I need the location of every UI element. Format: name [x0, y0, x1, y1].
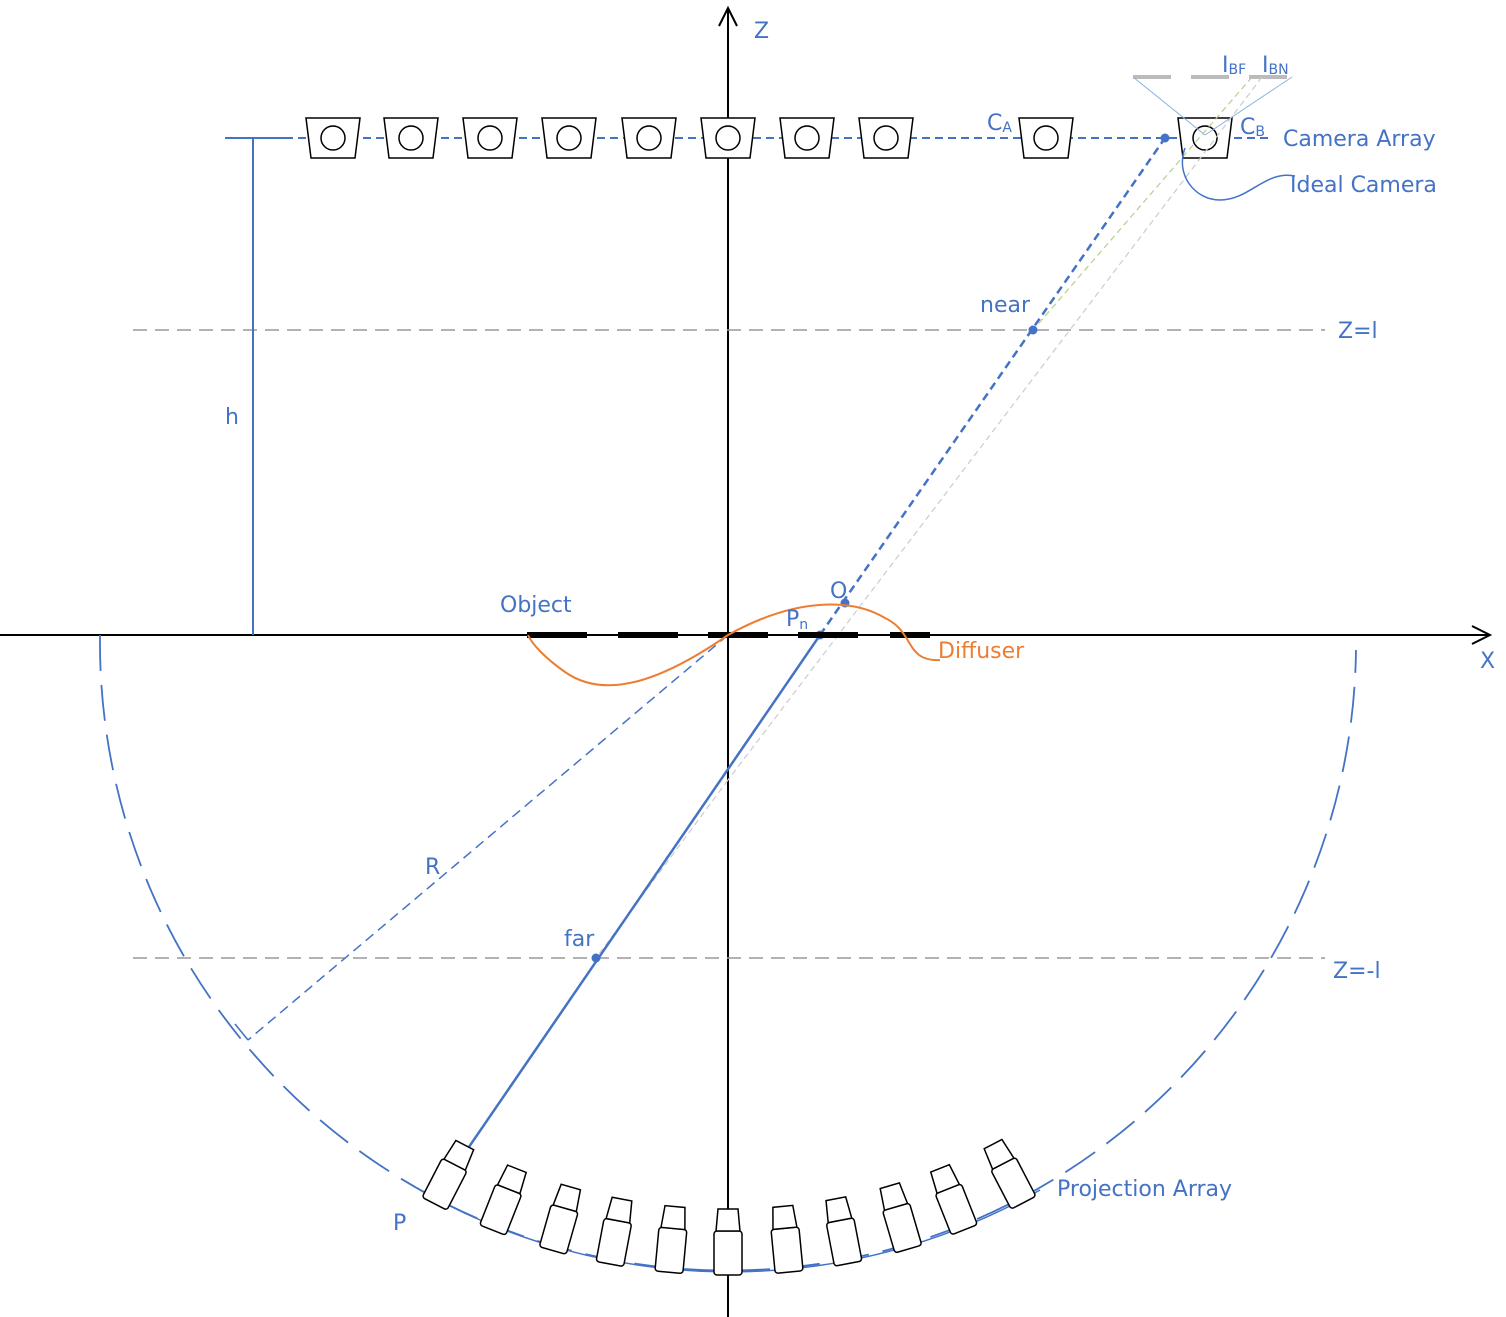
camera-lens: [556, 125, 582, 151]
ray-bf: [727, 76, 1263, 781]
projector: [713, 1208, 743, 1276]
ibf-label: IBF: [1222, 53, 1246, 78]
diffuser-curve: [527, 603, 941, 687]
frustum: [1204, 76, 1293, 136]
frustum: [1132, 76, 1206, 136]
near-plane-label: Z=l: [1338, 319, 1378, 344]
o-label: O: [830, 579, 847, 604]
point: [1160, 133, 1170, 143]
z-arrow: [718, 5, 738, 27]
diffuser-label: Diffuser: [938, 639, 1025, 664]
camera: [305, 117, 361, 159]
projector-lens: [605, 1196, 633, 1224]
projector-lens: [983, 1138, 1015, 1171]
camera-lens: [794, 125, 820, 151]
camera: [621, 117, 677, 159]
object-label: Object: [500, 593, 572, 618]
ideal-camera-pointer: [1181, 147, 1296, 201]
projector-lens: [442, 1139, 475, 1172]
projector: [929, 1163, 978, 1235]
camera: [858, 117, 914, 159]
camera-ray: [818, 137, 1167, 636]
projector: [770, 1204, 804, 1274]
camera: [700, 117, 756, 159]
projector: [595, 1196, 633, 1267]
camera-lens: [715, 125, 741, 151]
camera-array-label: Camera Array: [1283, 127, 1436, 152]
p-label: P: [393, 1211, 406, 1236]
projector-lens: [496, 1164, 528, 1195]
projector-body: [825, 1217, 863, 1267]
camera: [462, 117, 518, 159]
camera-lens: [1033, 125, 1059, 151]
projector-lens: [879, 1181, 909, 1212]
projection-array-label: Projection Array: [1057, 1177, 1232, 1202]
projector: [539, 1183, 582, 1255]
ca-label: CA: [987, 111, 1012, 136]
projector-lens: [660, 1204, 686, 1231]
x-arrow: [1471, 625, 1493, 645]
projector: [825, 1196, 863, 1267]
far-label: far: [564, 927, 595, 952]
camera-lens: [873, 125, 899, 151]
projector-lens: [772, 1204, 798, 1231]
radius-tick: [234, 1023, 249, 1041]
projector-body: [713, 1230, 743, 1276]
projector: [879, 1181, 922, 1254]
camera: [779, 117, 835, 159]
camera-lens: [320, 125, 346, 151]
ideal-camera-label: Ideal Camera: [1290, 173, 1437, 198]
projector-body: [539, 1204, 579, 1255]
projector-ray: [458, 634, 822, 1161]
projector-lens: [715, 1208, 741, 1232]
camera-lens: [1192, 125, 1218, 151]
projector-body: [770, 1226, 804, 1274]
pn-label: Pn: [786, 607, 808, 633]
ray-bn: [1032, 76, 1253, 331]
camera: [1177, 117, 1233, 159]
camera-lens: [477, 125, 503, 151]
far-plane-label: Z=-l: [1333, 959, 1381, 984]
far-point: [591, 953, 601, 963]
projectors: [422, 1138, 1036, 1276]
camera: [541, 117, 597, 159]
camera: [383, 117, 439, 159]
near-label: near: [980, 293, 1031, 318]
radius: [247, 634, 729, 1041]
z-label: Z: [754, 19, 769, 44]
projector: [654, 1204, 688, 1275]
projector: [479, 1164, 528, 1236]
projector: [983, 1138, 1036, 1209]
camera-lens: [636, 125, 662, 151]
projector: [422, 1139, 475, 1210]
camera: [1018, 117, 1074, 159]
projector-lens: [929, 1163, 961, 1195]
r-label: R: [425, 855, 440, 880]
ibn-label: IBN: [1262, 53, 1289, 78]
projection-circle: [99, 634, 1357, 1272]
cb-label: CB: [1240, 115, 1265, 140]
cameras: [305, 117, 1233, 159]
projector-body: [654, 1226, 688, 1275]
projector-lens: [825, 1196, 853, 1224]
camera-lens: [398, 125, 424, 151]
projector-lens: [552, 1183, 582, 1213]
projector-body: [595, 1217, 632, 1267]
near-point: [1028, 325, 1038, 335]
projector-body: [882, 1202, 922, 1254]
x-label: X: [1480, 649, 1495, 674]
h-label: h: [225, 405, 239, 430]
